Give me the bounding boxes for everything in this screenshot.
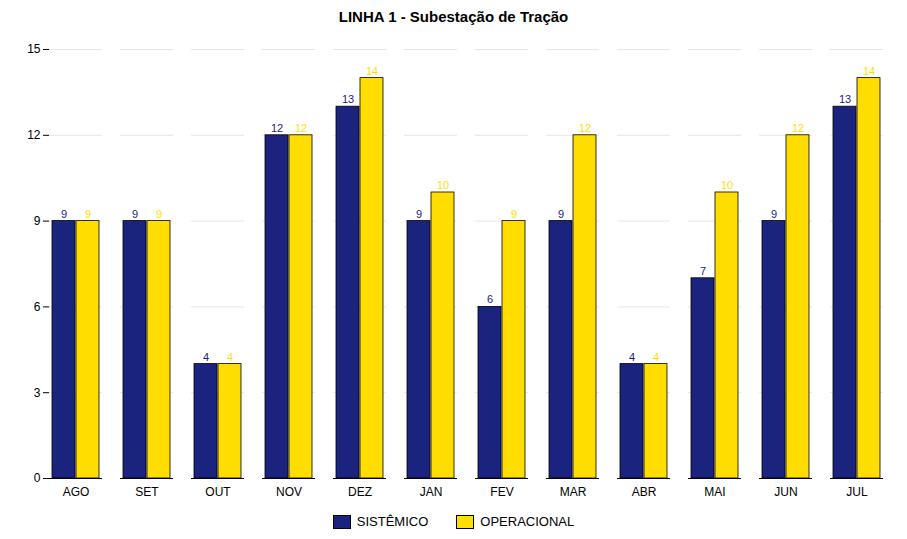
svg-text:12: 12: [295, 122, 307, 134]
html-text:OPERACIONAL: OPERACIONAL: [480, 514, 575, 529]
svg-text:4: 4: [629, 351, 635, 363]
svg-text:4: 4: [203, 351, 209, 363]
svg-text:13: 13: [342, 93, 354, 105]
svg-text:3: 3: [34, 386, 41, 400]
svg-text:9: 9: [771, 208, 777, 220]
svg-text:JAN: JAN: [420, 485, 443, 499]
svg-text:4: 4: [653, 351, 659, 363]
svg-text:10: 10: [721, 179, 733, 191]
svg-text:10: 10: [437, 179, 449, 191]
svg-text:SET: SET: [135, 485, 159, 499]
svg-text:9: 9: [61, 208, 67, 220]
svg-text:6: 6: [34, 300, 41, 314]
svg-text:12: 12: [579, 122, 591, 134]
svg-text:JUL: JUL: [846, 485, 868, 499]
svg-text:12: 12: [271, 122, 283, 134]
svg-text:9: 9: [156, 208, 162, 220]
svg-text:ABR: ABR: [632, 485, 657, 499]
svg-text:4: 4: [227, 351, 233, 363]
svg-text:13: 13: [839, 93, 851, 105]
svg-text:12: 12: [27, 128, 41, 142]
svg-text:15: 15: [27, 42, 41, 56]
svg-text:0: 0: [34, 471, 41, 485]
svg-text:JUN: JUN: [774, 485, 797, 499]
svg-text:DEZ: DEZ: [348, 485, 372, 499]
svg-text:14: 14: [366, 65, 378, 77]
svg-text:9: 9: [558, 208, 564, 220]
svg-text:14: 14: [863, 65, 875, 77]
html-text:SISTÊMICO: SISTÊMICO: [356, 514, 429, 529]
svg-text:9: 9: [85, 208, 91, 220]
svg-text:FEV: FEV: [490, 485, 513, 499]
svg-text:9: 9: [34, 214, 41, 228]
svg-text:9: 9: [132, 208, 138, 220]
html-text:LINHA 1 - Subestação de Tração: LINHA 1 - Subestação de Tração: [338, 8, 569, 25]
svg-text:12: 12: [792, 122, 804, 134]
svg-text:MAI: MAI: [704, 485, 725, 499]
svg-text:NOV: NOV: [276, 485, 302, 499]
svg-text:MAR: MAR: [560, 485, 587, 499]
svg-text:9: 9: [416, 208, 422, 220]
svg-text:6: 6: [487, 293, 493, 305]
svg-text:AGO: AGO: [63, 485, 90, 499]
svg-text:9: 9: [511, 208, 517, 220]
svg-text:7: 7: [700, 265, 706, 277]
svg-text:OUT: OUT: [205, 485, 231, 499]
